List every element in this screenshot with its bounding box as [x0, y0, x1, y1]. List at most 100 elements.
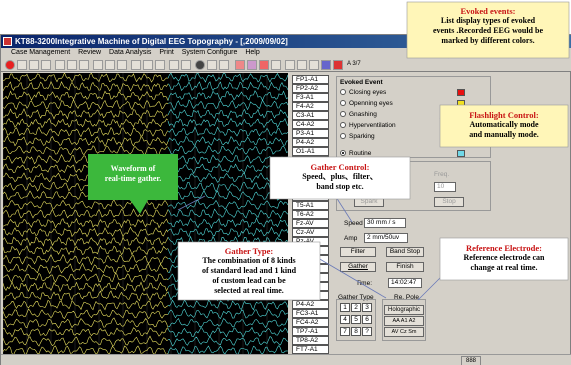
- play-icon[interactable]: [29, 60, 39, 70]
- evoked-option[interactable]: Routine: [340, 150, 371, 157]
- menu-review[interactable]: Review: [78, 49, 102, 56]
- colors-icon[interactable]: [247, 60, 257, 70]
- menu-system-configure[interactable]: System Configure: [181, 49, 238, 56]
- filter-icon[interactable]: [169, 60, 179, 70]
- channel-label[interactable]: P4-A2: [292, 300, 329, 309]
- stop-icon[interactable]: [17, 60, 27, 70]
- evoked-option[interactable]: Openning eyes: [340, 100, 393, 107]
- channel-label[interactable]: FC4-A2: [292, 318, 329, 327]
- record-icon[interactable]: [5, 60, 15, 70]
- channel-label[interactable]: P4-A2: [292, 138, 329, 147]
- eeg-trace: [3, 308, 169, 320]
- zoom-out-icon[interactable]: [105, 60, 115, 70]
- menu-case-management[interactable]: Case Management: [11, 49, 71, 56]
- backward-icon[interactable]: [219, 60, 229, 70]
- channel-label[interactable]: Cz-AV: [292, 228, 329, 237]
- video-icon[interactable]: [131, 60, 141, 70]
- channel-label[interactable]: T5-A1: [292, 201, 329, 210]
- finish-button[interactable]: Finish: [386, 262, 424, 272]
- channel-label[interactable]: FT7-A1: [292, 345, 329, 354]
- re-pole-row-2[interactable]: AV Cz Sm: [384, 327, 424, 337]
- channel-icon[interactable]: [67, 60, 77, 70]
- channel-label[interactable]: O1-A1: [292, 147, 329, 156]
- gather-type-cell[interactable]: 7: [340, 327, 350, 336]
- menu-help[interactable]: Help: [245, 49, 260, 56]
- gather-type-cell[interactable]: 4: [340, 315, 350, 324]
- band-stop-button[interactable]: Band Stop: [386, 247, 424, 257]
- re-pole-av[interactable]: AV: [391, 329, 399, 335]
- impedance-icon[interactable]: [195, 60, 205, 70]
- speed-label: Speed: [344, 220, 363, 227]
- gather-type-cell[interactable]: 3: [362, 303, 372, 312]
- radio-icon[interactable]: [340, 111, 346, 117]
- radio-icon[interactable]: [340, 150, 346, 156]
- zoom-in-icon[interactable]: [93, 60, 103, 70]
- re-pole-a1[interactable]: A1: [400, 318, 408, 324]
- evoked-option[interactable]: Closing eyes: [340, 89, 386, 96]
- marker-icon[interactable]: [117, 60, 127, 70]
- speed-select[interactable]: 30 mm / s: [364, 218, 406, 228]
- channel-label[interactable]: C3-A1: [292, 111, 329, 120]
- montage-icon[interactable]: [55, 60, 65, 70]
- notch-icon[interactable]: [181, 60, 191, 70]
- interval-select[interactable]: 10: [434, 182, 456, 192]
- re-pole-sm[interactable]: Sm: [408, 329, 417, 335]
- channel-label[interactable]: F4-A2: [292, 102, 329, 111]
- channel-label[interactable]: T4-A2: [292, 192, 329, 201]
- eeg-trace: [3, 208, 169, 219]
- menu-data-analysis[interactable]: Data Analysis: [109, 49, 152, 56]
- scale-icon[interactable]: [155, 60, 165, 70]
- save-icon[interactable]: [321, 60, 331, 70]
- channel-label[interactable]: TP8-A2: [292, 336, 329, 345]
- evoked-option[interactable]: Hyperventilation: [340, 122, 396, 129]
- grid-icon[interactable]: [79, 60, 89, 70]
- eeg-trace: [167, 145, 288, 156]
- channel-label[interactable]: FP2-A2: [292, 84, 329, 93]
- radio-icon[interactable]: [340, 89, 346, 95]
- channel-label[interactable]: FP1-A1: [292, 75, 329, 84]
- eeg-trace: [3, 345, 169, 356]
- channel-label[interactable]: FC3-A1: [292, 309, 329, 318]
- channel-label[interactable]: F3-A1: [292, 93, 329, 102]
- re-pole-a2[interactable]: A2: [408, 318, 416, 324]
- flash-stop-button[interactable]: Stop: [434, 197, 464, 207]
- menu-print[interactable]: Print: [159, 49, 174, 56]
- re-pole-row-1[interactable]: AA A1 A2: [384, 316, 424, 326]
- gather-type-cell[interactable]: 2: [351, 303, 361, 312]
- gather-type-cell[interactable]: 5: [351, 315, 361, 324]
- channel-label[interactable]: Pz-AV: [292, 237, 329, 246]
- radio-icon[interactable]: [340, 122, 346, 128]
- eeg-waveform-display[interactable]: [3, 73, 288, 364]
- display-icon[interactable]: [297, 60, 307, 70]
- exit-icon[interactable]: [333, 60, 343, 70]
- channel-label[interactable]: TP7-A1: [292, 327, 329, 336]
- event-icon[interactable]: [259, 60, 269, 70]
- mapping-icon[interactable]: [271, 60, 281, 70]
- gather-button[interactable]: Gather: [340, 262, 376, 272]
- spark-button[interactable]: Spark: [354, 197, 384, 207]
- radio-icon[interactable]: [340, 100, 346, 106]
- re-pole-aa[interactable]: AA: [392, 318, 400, 324]
- channel-label[interactable]: C4-A2: [292, 120, 329, 129]
- gather-type-cell[interactable]: 8: [351, 327, 361, 336]
- gather-type-cell[interactable]: 6: [362, 315, 372, 324]
- annotate-icon[interactable]: [235, 60, 245, 70]
- evoked-event-title: Evoked Event: [340, 79, 383, 86]
- holographic-button[interactable]: Holographic: [384, 305, 424, 315]
- forward-icon[interactable]: [207, 60, 217, 70]
- layout-icon[interactable]: [309, 60, 319, 70]
- gather-type-cell[interactable]: 1: [340, 303, 350, 312]
- evoked-option[interactable]: Gnashing: [340, 111, 377, 118]
- radio-icon[interactable]: [340, 133, 346, 139]
- filter-button[interactable]: Filter: [340, 247, 376, 257]
- amp-select[interactable]: 2 mm/50uv: [364, 233, 408, 243]
- channel-label[interactable]: Fz-AV: [292, 219, 329, 228]
- re-pole-cz[interactable]: Cz: [399, 329, 407, 335]
- evoked-option[interactable]: Sparking: [340, 133, 375, 140]
- photo-icon[interactable]: [143, 60, 153, 70]
- pause-icon[interactable]: [41, 60, 51, 70]
- channel-label[interactable]: P3-A1: [292, 129, 329, 138]
- gather-type-cell[interactable]: ?: [362, 327, 372, 336]
- settings-icon[interactable]: [285, 60, 295, 70]
- channel-label[interactable]: T6-A2: [292, 210, 329, 219]
